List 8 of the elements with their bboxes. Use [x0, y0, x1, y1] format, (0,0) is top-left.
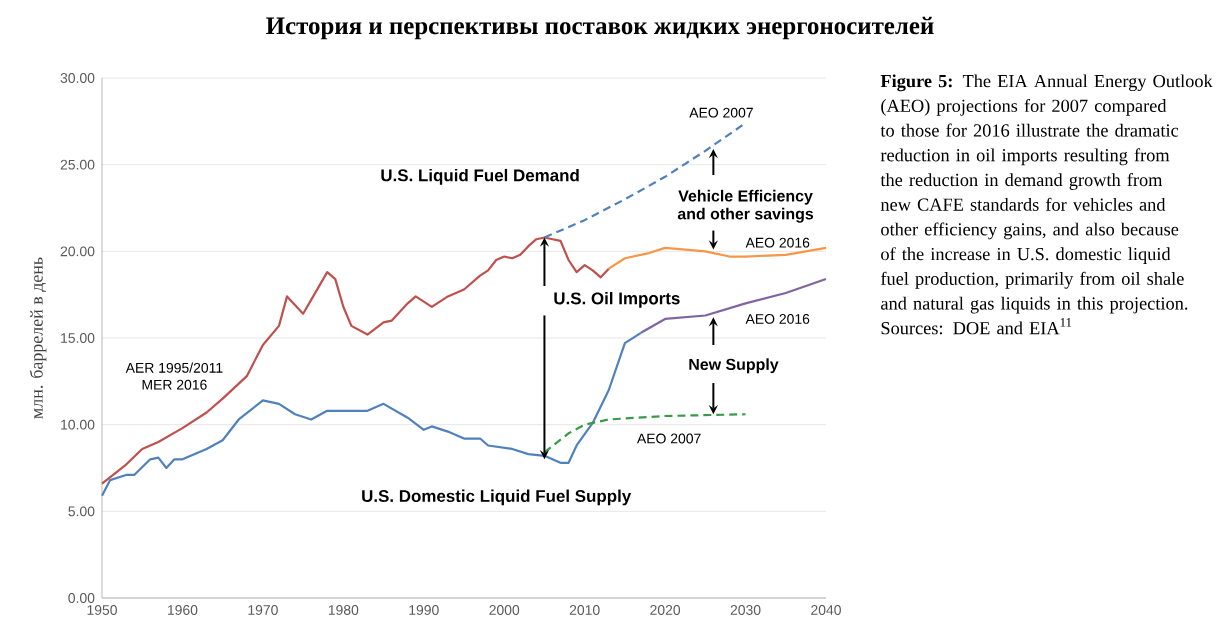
line-series — [100, 236, 610, 485]
annotation: U.S. Domestic Liquid Fuel Supply — [362, 489, 632, 506]
annotation: U.S. Liquid Fuel Demand — [381, 168, 579, 185]
chart-title: История и перспективы поставок жидких энергоносителей — [266, 16, 934, 40]
y-axis-title: млн. баррелей в день — [29, 257, 47, 419]
line-series — [607, 246, 828, 270]
annotation: U.S. Oil Imports — [554, 291, 680, 308]
text: Figure 5: The EIA Annual Energy Outlook (AEO) projections for 2007 compared to those for 2016 illustrate the dramatic reduction in oil imports resulting from the reduction in demand growth from new CAFE standards for vehicles and other efficiency gains, and also because of the increase in U.S. domestic liquid fuel production, primarily from oil shale and natural gas liquids in this projection. Sources: DOE and EIA$^{11}$ — [880, 74, 1213, 335]
